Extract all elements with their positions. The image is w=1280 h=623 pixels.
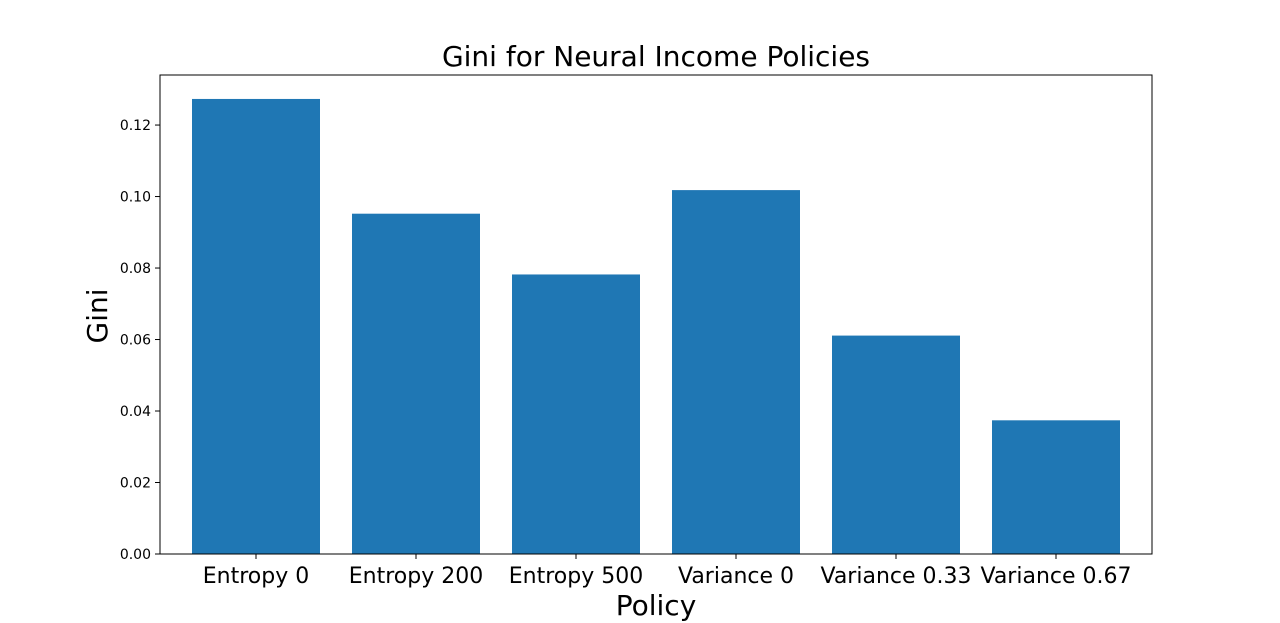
y-tick-label: 0.04	[120, 404, 151, 420]
x-axis-label: Policy	[616, 589, 697, 622]
bar-5	[832, 335, 960, 554]
chart-title: Gini for Neural Income Policies	[442, 40, 870, 73]
y-tick-label: 0.00	[120, 547, 151, 563]
bar-1	[192, 98, 320, 554]
x-tick-label: Variance 0	[678, 564, 794, 589]
y-tick-label: 0.06	[120, 333, 151, 349]
x-tick-label: Entropy 0	[203, 564, 309, 589]
y-axis: 0.00 0.02 0.04 0.06 0.08 0.10 0.12	[120, 118, 160, 563]
bar-2	[352, 213, 480, 554]
y-tick-label: 0.02	[120, 476, 151, 492]
bars-group	[192, 98, 1120, 555]
bar-6	[992, 420, 1120, 554]
x-tick-label: Variance 0.67	[980, 564, 1131, 589]
bar-3	[512, 274, 640, 554]
y-axis-label: Gini	[81, 288, 114, 343]
y-tick-label: 0.12	[120, 118, 151, 134]
x-axis: Entropy 0 Entropy 200 Entropy 500 Variance …	[203, 554, 1132, 589]
x-tick-label: Entropy 500	[509, 564, 643, 589]
y-tick-label: 0.10	[120, 190, 151, 206]
bar-4	[672, 190, 800, 555]
x-tick-label: Entropy 200	[349, 564, 483, 589]
plot-frame	[159, 74, 1153, 555]
y-tick-label: 0.08	[120, 261, 151, 277]
x-tick-label: Variance 0.33	[820, 564, 971, 589]
